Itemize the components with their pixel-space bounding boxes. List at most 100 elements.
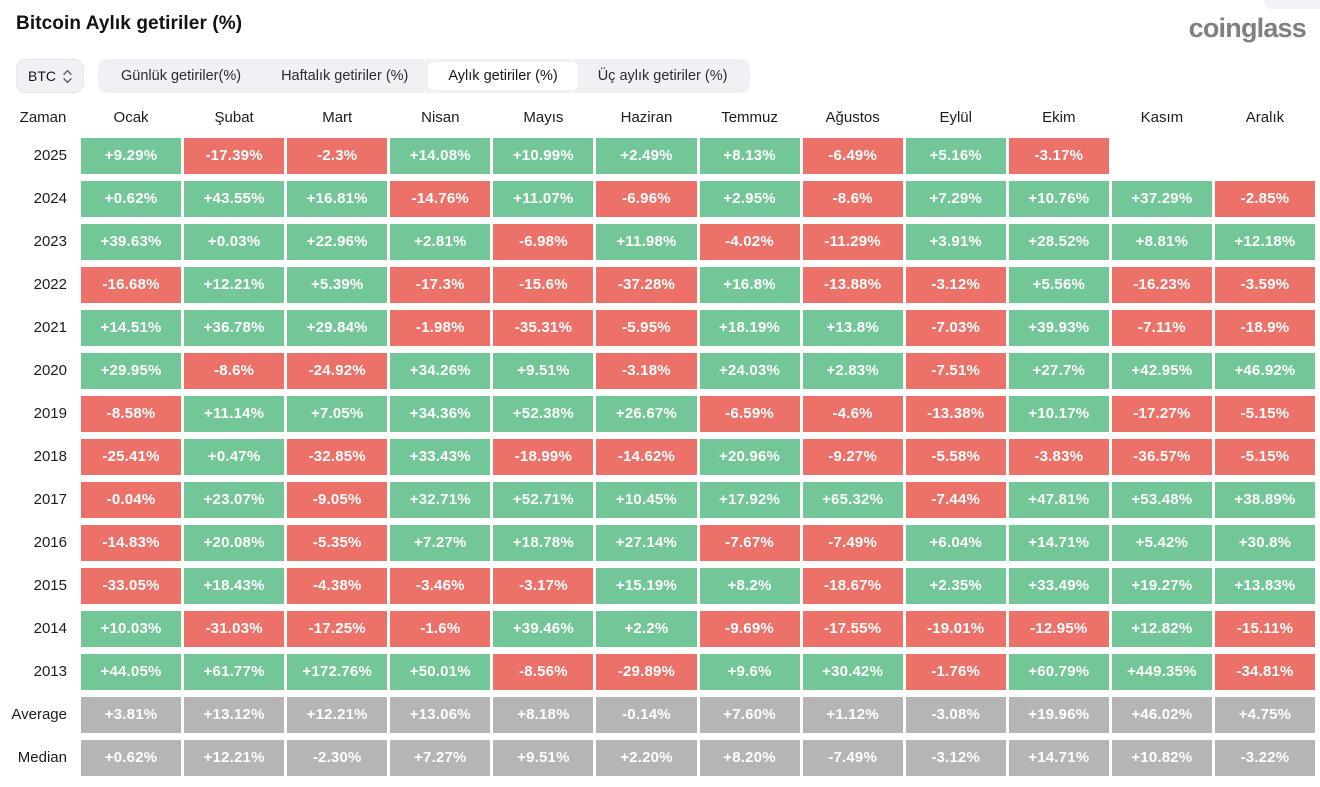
return-cell: +7.29% xyxy=(905,181,1006,217)
return-cell: +29.84% xyxy=(287,310,388,346)
tab-weekly-returns[interactable]: Haftalık getiriler (%) xyxy=(281,68,409,84)
return-cell: +13.8% xyxy=(802,310,903,346)
return-cell: +26.67% xyxy=(596,396,697,432)
return-cell: +60.79% xyxy=(1008,654,1109,690)
return-cell: +19.27% xyxy=(1111,568,1212,604)
return-cell: -17.25% xyxy=(287,611,388,647)
return-cell: -15.11% xyxy=(1214,611,1315,647)
row-label: Median xyxy=(17,749,67,766)
return-cell: +9.29% xyxy=(81,138,182,174)
return-cell: +11.07% xyxy=(493,181,594,217)
return-cell: -17.3% xyxy=(390,267,491,303)
return-cell: -31.03% xyxy=(184,611,285,647)
month-header: Haziran xyxy=(620,109,673,126)
return-cell: +39.93% xyxy=(1008,310,1109,346)
return-cell: +37.29% xyxy=(1111,181,1212,217)
return-cell: +23.07% xyxy=(184,482,285,518)
return-cell: +3.91% xyxy=(905,224,1006,260)
return-cell: +10.45% xyxy=(596,482,697,518)
row-label: 2022 xyxy=(33,276,67,293)
return-cell: -8.56% xyxy=(493,654,594,690)
return-cell: +43.55% xyxy=(184,181,285,217)
tab-monthly-returns[interactable]: Aylık getiriler (%) xyxy=(428,62,578,90)
return-cell: -17.55% xyxy=(802,611,903,647)
return-cell: +38.89% xyxy=(1214,482,1315,518)
return-cell: +11.14% xyxy=(184,396,285,432)
return-cell: +7.05% xyxy=(287,396,388,432)
return-cell: -8.58% xyxy=(81,396,182,432)
return-cell: +12.21% xyxy=(287,697,388,733)
return-cell: -4.6% xyxy=(802,396,903,432)
return-cell: +2.95% xyxy=(699,181,800,217)
return-cell: +30.42% xyxy=(802,654,903,690)
return-cell: -14.62% xyxy=(596,439,697,475)
return-cell: -1.76% xyxy=(905,654,1006,690)
return-cell: -3.08% xyxy=(905,697,1006,733)
returns-table: Zaman Ocak Şubat Mart Nisan Mayıs Haziran Temmu… xyxy=(8,105,1315,776)
coin-selector[interactable]: BTC xyxy=(16,59,84,93)
return-cell: -37.28% xyxy=(596,267,697,303)
return-cell: +61.77% xyxy=(184,654,285,690)
return-cell: -13.38% xyxy=(905,396,1006,432)
return-cell: -12.95% xyxy=(1008,611,1109,647)
return-cell xyxy=(1215,138,1315,174)
return-cell: +14.51% xyxy=(81,310,182,346)
row-label: 2025 xyxy=(33,147,67,164)
return-cell: +50.01% xyxy=(390,654,491,690)
return-cell: +2.2% xyxy=(596,611,697,647)
return-cell: -1.6% xyxy=(390,611,491,647)
return-cell: +12.18% xyxy=(1214,224,1315,260)
tab-quarterly-returns[interactable]: Üç aylık getiriler (%) xyxy=(597,68,728,84)
return-cell: +17.92% xyxy=(699,482,800,518)
month-header: Şubat xyxy=(214,109,254,126)
row-label: 2023 xyxy=(33,233,67,250)
month-header: Temmuz xyxy=(721,109,778,126)
return-cell: -6.98% xyxy=(493,224,594,260)
return-cell: -3.17% xyxy=(493,568,594,604)
return-cell: +8.20% xyxy=(699,740,800,776)
return-cell: -4.02% xyxy=(699,224,800,260)
return-cell: +13.12% xyxy=(184,697,285,733)
row-label: 2013 xyxy=(33,663,67,680)
controls-row: BTC Günlük getiriler(%) Haftalık getirile… xyxy=(16,59,1304,93)
return-cell: -2.85% xyxy=(1214,181,1315,217)
return-cell: -36.57% xyxy=(1111,439,1212,475)
return-cell: -17.39% xyxy=(184,138,285,174)
return-cell: -18.9% xyxy=(1214,310,1315,346)
tab-group: Günlük getiriler(%) Haftalık getiriler (%… xyxy=(98,59,751,93)
time-column-header: Zaman xyxy=(19,109,67,126)
return-cell: -18.67% xyxy=(802,568,903,604)
return-cell: +36.78% xyxy=(184,310,285,346)
month-header: Ocak xyxy=(113,109,149,126)
return-cell: -5.15% xyxy=(1214,439,1315,475)
return-cell: +20.08% xyxy=(184,525,285,561)
return-cell: +16.81% xyxy=(287,181,388,217)
return-cell: +9.51% xyxy=(493,740,594,776)
return-cell: -5.35% xyxy=(287,525,388,561)
row-label: Average xyxy=(11,706,67,723)
return-cell: +6.04% xyxy=(905,525,1006,561)
return-cell: -6.59% xyxy=(699,396,800,432)
return-cell: -3.12% xyxy=(905,740,1006,776)
return-cell: +47.81% xyxy=(1008,482,1109,518)
row-label: 2017 xyxy=(33,491,67,508)
row-label: 2020 xyxy=(33,362,67,379)
corner-widget xyxy=(1264,0,1320,9)
return-cell: +20.96% xyxy=(699,439,800,475)
return-cell: +10.17% xyxy=(1008,396,1109,432)
return-cell: +8.18% xyxy=(493,697,594,733)
return-cell: +30.8% xyxy=(1214,525,1315,561)
return-cell: -8.6% xyxy=(184,353,285,389)
return-cell: -14.83% xyxy=(81,525,182,561)
month-header: Eylül xyxy=(939,109,972,126)
return-cell: +46.92% xyxy=(1214,353,1315,389)
return-cell: +4.75% xyxy=(1214,697,1315,733)
return-cell: -33.05% xyxy=(81,568,182,604)
tab-daily-returns[interactable]: Günlük getiriler(%) xyxy=(121,68,242,84)
return-cell: +27.7% xyxy=(1008,353,1109,389)
return-cell: +5.39% xyxy=(287,267,388,303)
return-cell: +7.60% xyxy=(699,697,800,733)
top-bar: Bitcoin Aylık getiriler (%) coinglass xyxy=(0,0,1320,42)
return-cell: -13.88% xyxy=(802,267,903,303)
return-cell: +34.36% xyxy=(390,396,491,432)
